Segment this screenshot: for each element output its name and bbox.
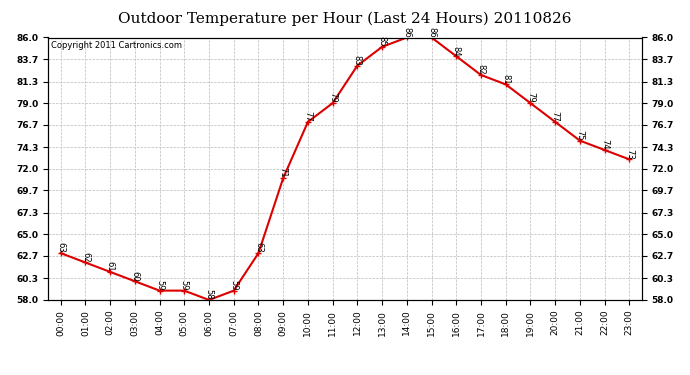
Text: 79: 79 <box>526 93 535 103</box>
Text: 59: 59 <box>229 280 238 291</box>
Text: 86: 86 <box>427 27 436 38</box>
Text: 61: 61 <box>106 261 115 272</box>
Text: 77: 77 <box>551 111 560 122</box>
Text: 84: 84 <box>452 46 461 56</box>
Text: 81: 81 <box>501 74 510 84</box>
Text: 71: 71 <box>279 168 288 178</box>
Text: Outdoor Temperature per Hour (Last 24 Hours) 20110826: Outdoor Temperature per Hour (Last 24 Ho… <box>118 11 572 26</box>
Text: 79: 79 <box>328 93 337 103</box>
Text: 73: 73 <box>625 148 634 159</box>
Text: Copyright 2011 Cartronics.com: Copyright 2011 Cartronics.com <box>51 42 182 51</box>
Text: 63: 63 <box>56 242 65 253</box>
Text: 74: 74 <box>600 140 609 150</box>
Text: 77: 77 <box>304 111 313 122</box>
Text: 75: 75 <box>575 130 584 141</box>
Text: 85: 85 <box>377 36 386 47</box>
Text: 63: 63 <box>254 242 263 253</box>
Text: 59: 59 <box>180 280 189 291</box>
Text: 59: 59 <box>155 280 164 291</box>
Text: 62: 62 <box>81 252 90 262</box>
Text: 82: 82 <box>477 64 486 75</box>
Text: 58: 58 <box>204 290 213 300</box>
Text: 83: 83 <box>353 55 362 66</box>
Text: 86: 86 <box>402 27 411 38</box>
Text: 60: 60 <box>130 271 139 281</box>
